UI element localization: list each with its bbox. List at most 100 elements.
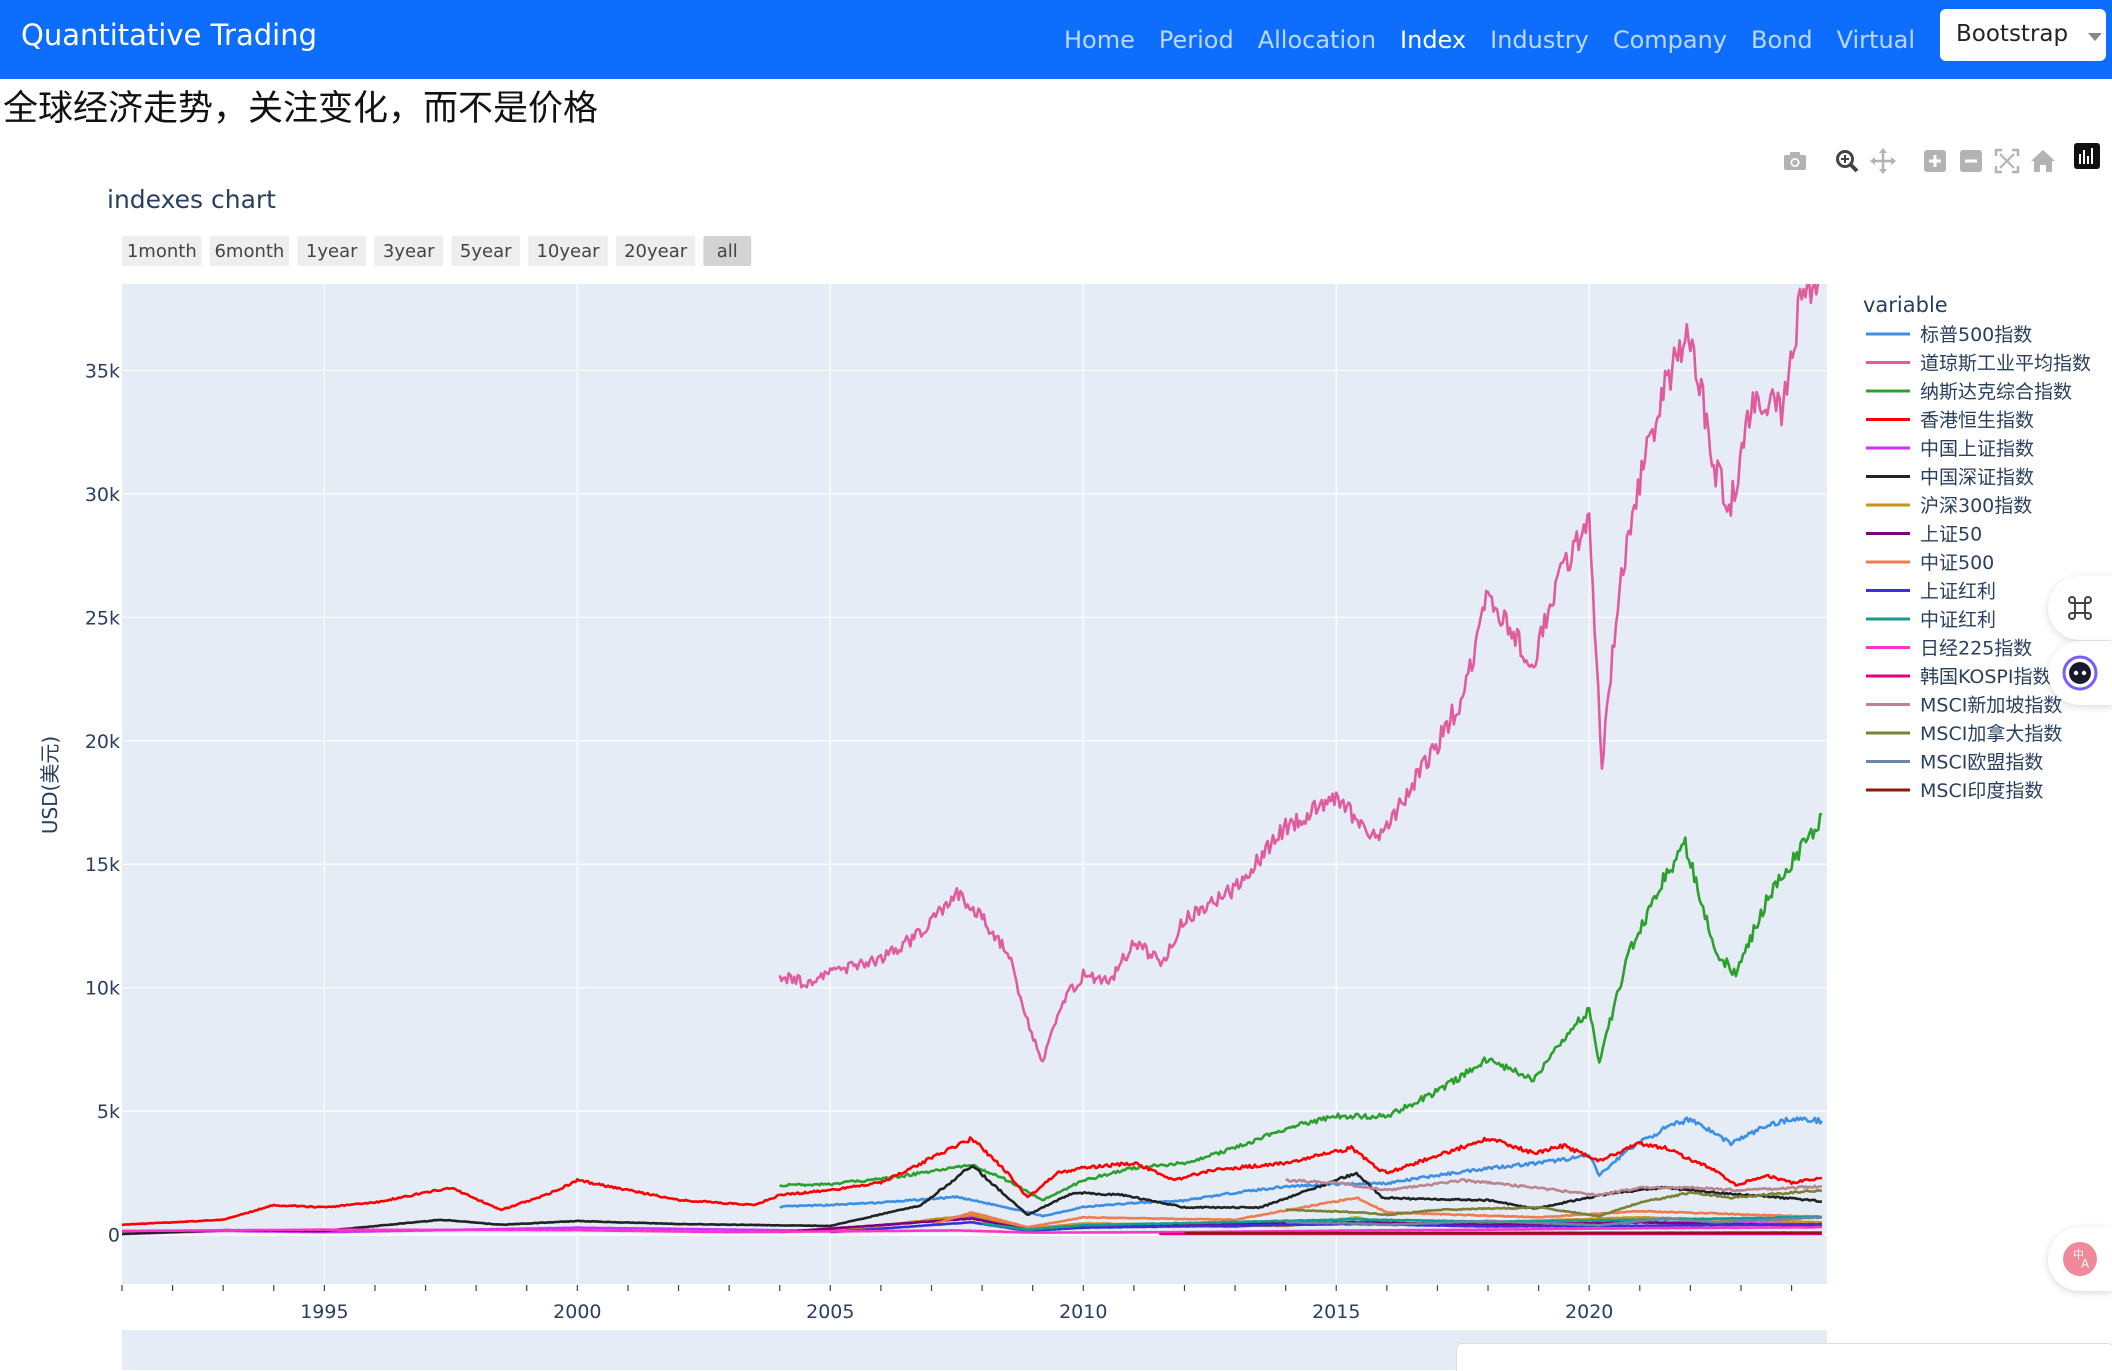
legend-title: variable	[1863, 293, 1948, 317]
legend-item[interactable]: 沪深300指数	[1866, 495, 2032, 517]
range-button-label: 3year	[383, 241, 435, 262]
range-button-20year[interactable]: 20year	[615, 236, 696, 266]
series-line-16[interactable]	[1285, 1216, 1823, 1227]
legend-label: 中证500	[1920, 552, 1994, 574]
range-button-10year[interactable]: 10year	[528, 236, 608, 266]
x-tick-label: 2005	[806, 1301, 854, 1323]
nav-bond[interactable]: Bond	[1751, 25, 1813, 54]
series-lines	[122, 272, 1823, 1236]
series-line-4[interactable]	[122, 1136, 1823, 1227]
legend-item[interactable]: 中证红利	[1866, 609, 1996, 631]
range-button-bg	[122, 236, 202, 266]
side-widget-apps[interactable]	[2048, 576, 2112, 640]
page-heading: 全球经济走势，关注变化，而不是价格	[3, 89, 599, 129]
range-button-3year[interactable]: 3year	[374, 236, 444, 266]
range-button-label: 6month	[214, 241, 284, 262]
range-button-all[interactable]: all	[703, 236, 752, 266]
x-tick-label: 2000	[553, 1301, 601, 1323]
brand[interactable]: Quantitative Trading	[21, 18, 317, 52]
series-line-14[interactable]	[1285, 1177, 1822, 1197]
camera-icon[interactable]	[1780, 146, 1810, 176]
nav-company[interactable]: Company	[1612, 25, 1728, 54]
legend-label: 中国深证指数	[1920, 467, 2034, 489]
reset-axes-icon[interactable]	[2028, 146, 2058, 176]
legend-label: 中证红利	[1920, 609, 1996, 631]
series-line-17[interactable]	[1184, 1231, 1822, 1235]
legend-item[interactable]: 中证500	[1866, 552, 1994, 574]
y-tick-label: 35k	[85, 360, 120, 382]
range-button-bg	[451, 236, 521, 266]
legend-item[interactable]: MSCI印度指数	[1866, 780, 2043, 802]
series-line-12[interactable]	[122, 1225, 1822, 1234]
range-button-5year[interactable]: 5year	[451, 236, 521, 266]
series-line-1[interactable]	[779, 1116, 1823, 1218]
legend-label: 韩国KOSPI指数	[1920, 666, 2052, 688]
legend-item[interactable]: 韩国KOSPI指数	[1866, 666, 2052, 688]
legend-item[interactable]: MSCI新加坡指数	[1866, 695, 2062, 717]
nav-links: Home Period Allocation Index Industry Co…	[1052, 0, 1927, 79]
zoom-in-icon[interactable]	[1920, 146, 1950, 176]
next-card	[1456, 1343, 2112, 1371]
y-tick-label: 0	[108, 1225, 120, 1247]
legend-label: MSCI加拿大指数	[1920, 722, 2062, 745]
nav-home[interactable]: Home	[1064, 25, 1135, 54]
side-widget-assistant[interactable]	[2048, 641, 2112, 705]
zoom-out-icon[interactable]	[1956, 146, 1986, 176]
y-tick-label: 10k	[85, 978, 120, 1000]
range-button-label: 5year	[460, 241, 512, 262]
range-button-label: 20year	[624, 241, 688, 262]
translate-icon: 中A	[2063, 1242, 2097, 1276]
legend-label: 中国上证指数	[1920, 438, 2034, 460]
legend-label: MSCI新加坡指数	[1920, 695, 2062, 717]
zoom-icon[interactable]	[1832, 146, 1862, 176]
series-line-2[interactable]	[778, 272, 1822, 1063]
nav-industry[interactable]: Industry	[1490, 25, 1589, 54]
indexes-chart[interactable]: indexes chart 1month 6month 1year 3year 5yea…	[0, 160, 2112, 1330]
range-button-bg	[209, 236, 290, 266]
range-button-6month[interactable]: 6month	[209, 236, 290, 266]
legend-item[interactable]: 中国上证指数	[1866, 438, 2034, 460]
chart-title: indexes chart	[107, 185, 276, 214]
range-button-bg	[374, 236, 444, 266]
legend-item[interactable]: 上证50	[1866, 524, 1982, 546]
range-button-bg	[297, 236, 367, 266]
assistant-face-icon	[2062, 655, 2098, 691]
legend-label: MSCI印度指数	[1920, 780, 2043, 802]
series-line-15[interactable]	[1285, 1188, 1823, 1218]
nav-allocation[interactable]: Allocation	[1257, 25, 1377, 54]
plot-area[interactable]	[122, 284, 1827, 1284]
series-line-3[interactable]	[779, 812, 1823, 1202]
pan-icon[interactable]	[1868, 146, 1898, 176]
legend-item[interactable]: MSCI加拿大指数	[1866, 722, 2062, 745]
autoscale-icon[interactable]	[1992, 146, 2022, 176]
range-selector: 1month 6month 1year 3year 5year 10year 20year a…	[122, 236, 752, 266]
range-button-label: all	[717, 241, 738, 262]
legend-label: 日经225指数	[1920, 638, 2032, 660]
command-icon	[2068, 596, 2092, 620]
chevron-down-icon	[2088, 33, 2102, 41]
theme-select[interactable]: Bootstrap	[1940, 9, 2106, 61]
svg-text:A: A	[2081, 1257, 2090, 1271]
y-tick-label: 5k	[97, 1101, 120, 1123]
series-line-9[interactable]	[931, 1196, 1822, 1229]
y-axis-ticks: 0 5k 10k 15k 20k 25k 30k 35k	[85, 360, 120, 1246]
plotly-logo-icon[interactable]	[2074, 143, 2100, 169]
legend-item[interactable]: MSCI欧盟指数	[1866, 752, 2043, 774]
range-button-label: 1year	[306, 241, 358, 262]
legend-label: 标普500指数	[1920, 324, 2032, 346]
nav-index[interactable]: Index	[1400, 25, 1467, 54]
legend-item[interactable]: 标普500指数	[1866, 324, 2032, 346]
legend-item[interactable]: 香港恒生指数	[1866, 410, 2034, 432]
range-button-1year[interactable]: 1year	[297, 236, 367, 266]
legend-label: MSCI欧盟指数	[1920, 752, 2043, 774]
legend-item[interactable]: 日经225指数	[1866, 638, 2032, 660]
legend-item[interactable]: 纳斯达克综合指数	[1866, 381, 2072, 403]
nav-virtual[interactable]: Virtual	[1836, 25, 1916, 54]
range-button-bg	[615, 236, 696, 266]
legend-item[interactable]: 上证红利	[1866, 581, 1996, 603]
legend-item[interactable]: 中国深证指数	[1866, 467, 2034, 489]
range-button-1month[interactable]: 1month	[122, 236, 202, 266]
nav-period[interactable]: Period	[1158, 25, 1234, 54]
legend-item[interactable]: 道琼斯工业平均指数	[1866, 353, 2091, 375]
